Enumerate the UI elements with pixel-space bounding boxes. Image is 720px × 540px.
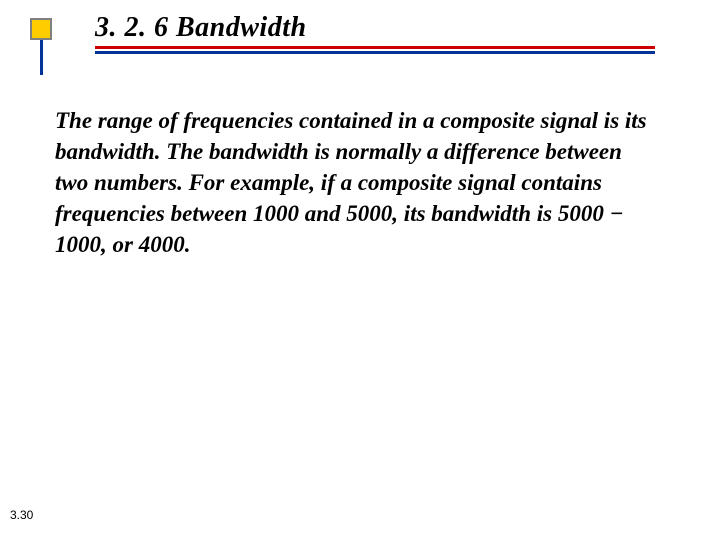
title-bullet — [30, 18, 52, 40]
title-underline-red — [95, 46, 655, 49]
page-number: 3.30 — [10, 508, 33, 522]
slide-body-text: The range of frequencies contained in a … — [55, 105, 660, 260]
vertical-accent-line — [40, 40, 43, 75]
title-container: 3. 2. 6 Bandwidth — [95, 12, 655, 54]
title-underline-blue — [95, 51, 655, 54]
slide-title: 3. 2. 6 Bandwidth — [95, 12, 655, 44]
